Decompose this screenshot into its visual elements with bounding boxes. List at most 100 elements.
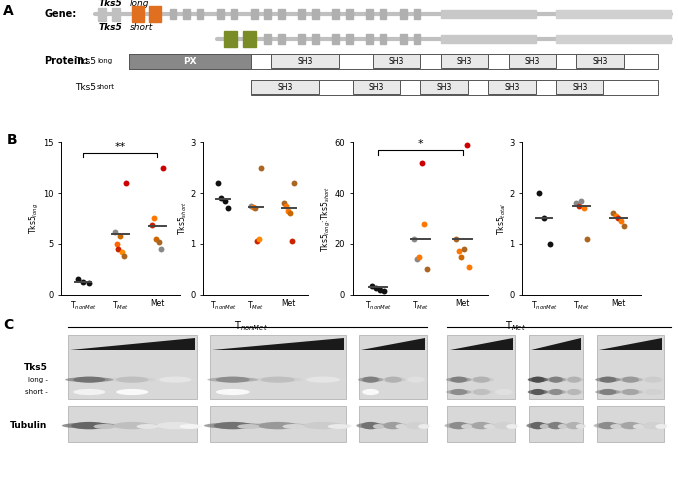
Polygon shape bbox=[361, 338, 425, 351]
Ellipse shape bbox=[446, 377, 471, 382]
Ellipse shape bbox=[361, 423, 381, 429]
FancyBboxPatch shape bbox=[251, 80, 658, 95]
Ellipse shape bbox=[599, 377, 617, 382]
Text: SH3: SH3 bbox=[525, 57, 540, 66]
FancyBboxPatch shape bbox=[556, 80, 603, 94]
FancyBboxPatch shape bbox=[312, 9, 319, 20]
Ellipse shape bbox=[559, 425, 565, 429]
Point bbox=[464, 263, 475, 271]
Ellipse shape bbox=[531, 389, 545, 394]
FancyBboxPatch shape bbox=[597, 406, 664, 441]
FancyBboxPatch shape bbox=[441, 54, 488, 68]
FancyBboxPatch shape bbox=[556, 10, 671, 18]
Ellipse shape bbox=[73, 377, 106, 382]
Point bbox=[461, 141, 472, 149]
Text: long -: long - bbox=[28, 377, 47, 382]
Ellipse shape bbox=[461, 424, 473, 429]
Ellipse shape bbox=[221, 423, 244, 429]
FancyBboxPatch shape bbox=[197, 9, 203, 20]
Ellipse shape bbox=[570, 389, 578, 394]
Ellipse shape bbox=[322, 425, 356, 429]
Ellipse shape bbox=[625, 423, 637, 429]
Y-axis label: Tks5$_{long}$: Tks5$_{long}$ bbox=[28, 203, 41, 234]
Ellipse shape bbox=[283, 424, 305, 429]
Ellipse shape bbox=[388, 377, 399, 382]
FancyBboxPatch shape bbox=[508, 54, 556, 68]
Point bbox=[117, 248, 127, 256]
FancyBboxPatch shape bbox=[346, 33, 353, 44]
FancyBboxPatch shape bbox=[149, 6, 161, 22]
Ellipse shape bbox=[105, 423, 159, 429]
Polygon shape bbox=[450, 338, 513, 351]
Ellipse shape bbox=[453, 423, 464, 429]
Ellipse shape bbox=[481, 425, 498, 429]
Ellipse shape bbox=[79, 423, 100, 429]
Ellipse shape bbox=[356, 423, 385, 429]
Ellipse shape bbox=[622, 377, 639, 383]
Ellipse shape bbox=[250, 423, 307, 429]
FancyBboxPatch shape bbox=[217, 9, 224, 20]
Ellipse shape bbox=[446, 389, 471, 394]
Ellipse shape bbox=[531, 389, 544, 395]
Ellipse shape bbox=[65, 389, 113, 394]
Ellipse shape bbox=[538, 425, 551, 429]
Text: Tubulin: Tubulin bbox=[10, 421, 47, 430]
Ellipse shape bbox=[486, 425, 493, 429]
Text: Protein:: Protein: bbox=[44, 56, 88, 66]
Ellipse shape bbox=[358, 377, 383, 382]
FancyBboxPatch shape bbox=[231, 9, 237, 20]
FancyBboxPatch shape bbox=[441, 10, 536, 18]
Ellipse shape bbox=[534, 377, 542, 382]
FancyBboxPatch shape bbox=[129, 54, 251, 69]
Ellipse shape bbox=[282, 425, 306, 429]
Text: C: C bbox=[3, 318, 14, 332]
Ellipse shape bbox=[652, 425, 670, 429]
Point bbox=[281, 202, 292, 210]
FancyBboxPatch shape bbox=[366, 33, 373, 44]
Ellipse shape bbox=[304, 422, 342, 429]
Point bbox=[250, 204, 260, 212]
Point bbox=[73, 275, 83, 283]
Point bbox=[544, 240, 555, 248]
Text: SH3: SH3 bbox=[504, 82, 519, 92]
Text: long: long bbox=[97, 57, 112, 64]
Ellipse shape bbox=[540, 424, 549, 429]
Ellipse shape bbox=[647, 423, 659, 429]
FancyBboxPatch shape bbox=[400, 33, 407, 44]
Text: B: B bbox=[7, 133, 18, 147]
Point bbox=[219, 197, 230, 205]
FancyBboxPatch shape bbox=[243, 31, 256, 47]
Ellipse shape bbox=[495, 389, 513, 394]
Ellipse shape bbox=[449, 422, 468, 429]
Ellipse shape bbox=[618, 389, 643, 394]
Ellipse shape bbox=[88, 425, 121, 429]
Ellipse shape bbox=[483, 425, 495, 429]
Ellipse shape bbox=[148, 423, 203, 429]
Ellipse shape bbox=[656, 424, 666, 429]
Ellipse shape bbox=[506, 424, 517, 429]
FancyBboxPatch shape bbox=[271, 54, 339, 68]
FancyBboxPatch shape bbox=[210, 406, 346, 441]
Ellipse shape bbox=[62, 423, 117, 429]
Ellipse shape bbox=[260, 377, 296, 382]
Point bbox=[618, 222, 629, 230]
Ellipse shape bbox=[552, 377, 560, 382]
Ellipse shape bbox=[578, 425, 583, 429]
FancyBboxPatch shape bbox=[441, 35, 536, 43]
Polygon shape bbox=[212, 338, 344, 351]
Ellipse shape bbox=[618, 377, 643, 382]
Point bbox=[570, 199, 581, 207]
Ellipse shape bbox=[305, 377, 341, 382]
Ellipse shape bbox=[65, 377, 113, 382]
Ellipse shape bbox=[506, 425, 518, 429]
Ellipse shape bbox=[476, 377, 486, 382]
Ellipse shape bbox=[215, 377, 251, 382]
Ellipse shape bbox=[405, 423, 426, 429]
Ellipse shape bbox=[567, 389, 581, 395]
Ellipse shape bbox=[645, 389, 662, 395]
Point bbox=[115, 232, 126, 240]
Point bbox=[254, 235, 264, 243]
Ellipse shape bbox=[393, 425, 410, 429]
Ellipse shape bbox=[450, 377, 468, 382]
Ellipse shape bbox=[567, 377, 581, 383]
